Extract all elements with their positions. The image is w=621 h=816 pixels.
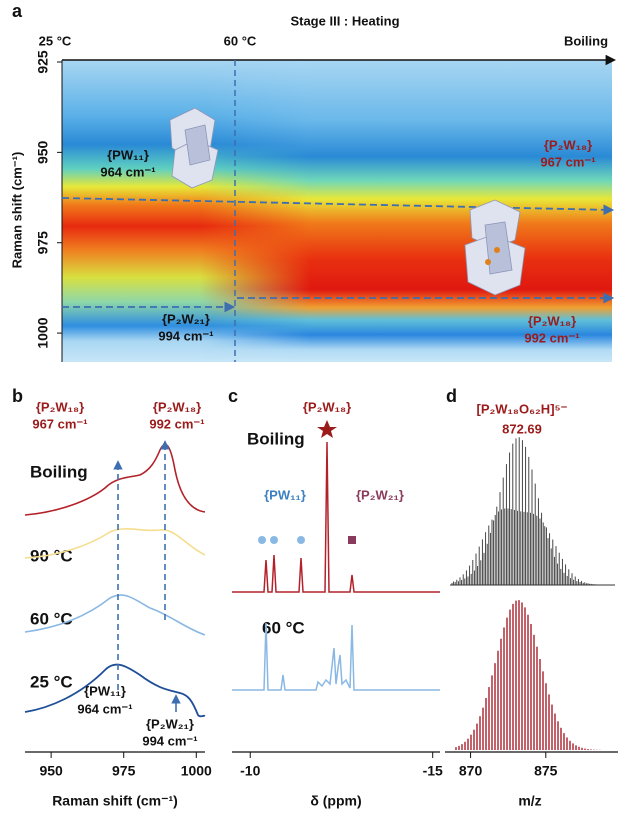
stage-label: 60 °C xyxy=(224,33,257,48)
panel-label: c xyxy=(228,386,238,406)
annotation: {P₂W₂₁} xyxy=(356,487,404,502)
annotation: [P₂W₁₈O₆₂H]⁵⁻ xyxy=(477,401,568,416)
x-tick-label: 950 xyxy=(39,763,63,779)
annotation: {PW₁₁} xyxy=(107,147,149,162)
annotation: {P₂W₂₁} xyxy=(162,311,210,326)
trace-label: Boiling xyxy=(247,429,305,448)
annotation: {PW₁₁} xyxy=(264,487,306,502)
annotation: 872.69 xyxy=(502,421,542,436)
annotation: 992 cm⁻¹ xyxy=(524,330,579,345)
x-tick-label: 975 xyxy=(112,763,136,779)
panel-title: Stage III : Heating xyxy=(290,13,399,28)
spectrum xyxy=(24,663,206,718)
annotation: {P₂W₁₈} xyxy=(544,137,592,152)
panel-a: a Stage III : Heating 25 °C 60 °C Boilin… xyxy=(9,1,617,362)
panel-c: c {P₂W₁₈} Boiling {PW₁₁} {P₂W₂₁} 60 °C δ… xyxy=(228,386,440,809)
heatmap xyxy=(310,60,612,362)
annotation: 967 cm⁻¹ xyxy=(540,154,595,169)
spectrum xyxy=(24,594,206,636)
y-tick-label: 925 xyxy=(35,50,51,74)
axis-title: Raman shift (cm⁻¹) xyxy=(9,152,24,269)
panel-label: b xyxy=(12,386,23,406)
y-tick-label: 950 xyxy=(35,140,51,164)
annotation: 994 cm⁻¹ xyxy=(158,328,213,343)
axis-title: Raman shift (cm⁻¹) xyxy=(52,793,178,809)
annotation: {P₂W₁₈} xyxy=(36,399,84,414)
marker xyxy=(270,536,278,544)
star-marker xyxy=(317,420,337,438)
marker xyxy=(258,536,266,544)
trace-label: 60 °C xyxy=(262,618,305,637)
annotation: {P₂W₁₈} xyxy=(153,399,201,414)
panel-label: a xyxy=(12,1,23,21)
annotation: 994 cm⁻¹ xyxy=(142,733,197,748)
annotation: 992 cm⁻¹ xyxy=(149,416,204,431)
stage-label: Boiling xyxy=(564,33,608,48)
stage-label: 25 °C xyxy=(39,33,72,48)
spectrum xyxy=(24,443,206,516)
trace-label: Boiling xyxy=(30,462,88,481)
spectrum xyxy=(24,528,206,559)
trace-label: 60 °C xyxy=(30,609,73,628)
marker xyxy=(297,536,305,544)
annotation: 964 cm⁻¹ xyxy=(77,701,132,716)
spectrum xyxy=(232,441,440,593)
ms-spectra xyxy=(450,437,615,750)
x-tick-label: 875 xyxy=(534,763,558,779)
x-tick-label: 870 xyxy=(459,763,483,779)
panel-label: d xyxy=(446,386,457,406)
axis-title: δ (ppm) xyxy=(310,793,361,809)
annotation: {P₂W₁₈} xyxy=(303,399,351,414)
annotation: 967 cm⁻¹ xyxy=(32,416,87,431)
guide-arrow xyxy=(61,197,615,216)
spectrum xyxy=(232,622,440,691)
x-tick-label: 1000 xyxy=(181,763,212,779)
x-tick-label: -15 xyxy=(423,763,443,779)
trace-label: 90 °C xyxy=(30,546,73,565)
polyhedron xyxy=(169,107,526,296)
annotation: {P₂W₂₁} xyxy=(146,716,194,731)
annotation: {PW₁₁} xyxy=(84,683,126,698)
trace-label: 25 °C xyxy=(30,672,73,691)
annotation: 964 cm⁻¹ xyxy=(100,164,155,179)
y-tick-label: 975 xyxy=(35,231,51,255)
y-tick-label: 1000 xyxy=(35,317,51,348)
marker xyxy=(348,536,356,544)
panel-b: b {P₂W₁₈} 967 cm⁻¹ {P₂W₁₈} 992 cm⁻¹ Boil… xyxy=(12,386,206,809)
x-tick-label: -10 xyxy=(240,763,260,779)
axis-title: m/z xyxy=(518,793,541,809)
panel-d: d [P₂W₁₈O₆₂H]⁵⁻ 872.69 m/z xyxy=(445,386,618,809)
annotation: {P₂W₁₈} xyxy=(528,313,576,328)
